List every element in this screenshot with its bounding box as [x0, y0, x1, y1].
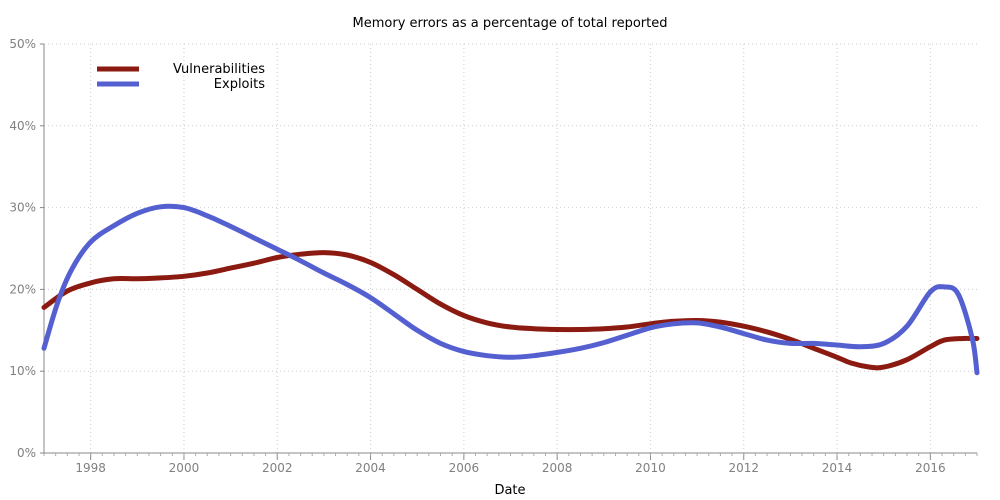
x-ticks: 1998 2000 2002 2004 2006 2008 2010 2012 2014 2016 [43, 453, 978, 475]
x-tick-label: 2004 [355, 461, 386, 475]
series-line-vulnerabilities [41, 250, 980, 371]
x-axis-label: Date [494, 483, 525, 498]
series-line-exploits [41, 203, 980, 376]
legend-label-vulnerabilities: Vulnerabilities [173, 62, 265, 77]
grid [44, 43, 977, 453]
y-tick-label: 30% [9, 201, 36, 215]
x-tick-label: 2008 [542, 461, 573, 475]
y-tick-label: 20% [9, 282, 36, 296]
legend-label-exploits: Exploits [214, 77, 265, 92]
x-tick-label: 2010 [635, 461, 666, 475]
y-tick-label: 40% [9, 119, 36, 133]
x-tick-label: 2006 [449, 461, 480, 475]
series-lines [41, 203, 980, 376]
y-ticks: 0% 10% 20% 30% 40% 50% [9, 37, 44, 460]
x-tick-label: 2000 [169, 461, 200, 475]
x-tick-label: 2016 [915, 461, 946, 475]
y-tick-label: 10% [9, 364, 36, 378]
x-tick-label: 2002 [262, 461, 293, 475]
y-tick-label: 50% [9, 37, 36, 51]
x-tick-label: 2014 [822, 461, 853, 475]
chart-title: Memory errors as a percentage of total r… [353, 16, 668, 31]
x-tick-label: 1998 [75, 461, 106, 475]
x-tick-label: 2012 [728, 461, 759, 475]
y-tick-label: 0% [17, 446, 36, 460]
